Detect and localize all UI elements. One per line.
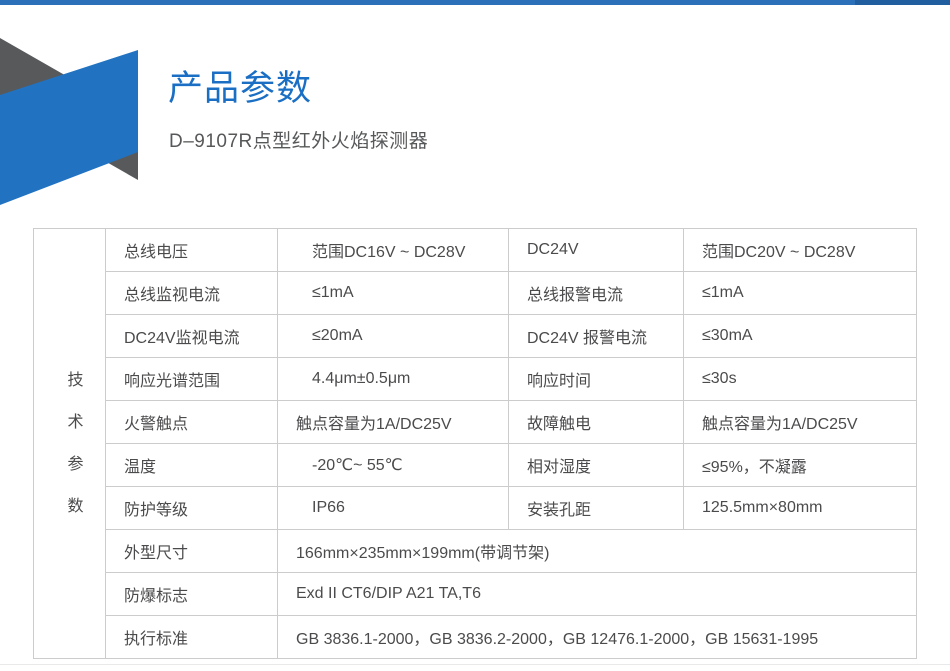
bottom-divider	[0, 664, 950, 665]
param-value: 触点容量为1A/DC25V	[277, 400, 509, 444]
param-value: Exd II CT6/DIP A21 TA,T6	[277, 572, 917, 616]
param-value: 范围DC16V ~ DC28V	[277, 228, 509, 272]
page-title: 产品参数	[168, 69, 313, 108]
param-value: ≤1mA	[277, 271, 509, 315]
param-label: 总线监视电流	[105, 271, 278, 315]
param-value: 范围DC20V ~ DC28V	[683, 228, 917, 272]
blue-ribbon-shape	[0, 50, 138, 205]
param-label: 响应光谱范围	[105, 357, 278, 401]
decor-ribbon	[0, 38, 138, 205]
param-label: 执行标准	[105, 615, 278, 659]
param-value: ≤95%，不凝露	[683, 443, 917, 487]
table-row: 执行标准 GB 3836.1-2000，GB 3836.2-2000，GB 12…	[34, 615, 917, 659]
param-label: 外型尺寸	[105, 529, 278, 573]
param-label: 安装孔距	[508, 486, 684, 530]
spec-table: 技 术 参 数 总线电压 范围DC16V ~ DC28V DC24V 范围DC2…	[33, 228, 917, 659]
param-label: 火警触点	[105, 400, 278, 444]
param-value: 166mm×235mm×199mm(带调节架)	[277, 529, 917, 573]
param-label: 相对湿度	[508, 443, 684, 487]
side-header-char: 参	[67, 455, 84, 473]
table-row: 防爆标志 Exd II CT6/DIP A21 TA,T6	[34, 572, 917, 616]
param-value: ≤30mA	[683, 314, 917, 358]
param-value: -20℃~ 55℃	[277, 443, 509, 487]
side-header-char: 术	[67, 413, 84, 431]
product-subtitle: D–9107R点型红外火焰探测器	[169, 131, 429, 152]
param-label: DC24V	[508, 228, 684, 272]
param-value: GB 3836.1-2000，GB 3836.2-2000，GB 12476.1…	[277, 615, 917, 659]
table-row: 温度 -20℃~ 55℃ 相对湿度 ≤95%，不凝露	[34, 443, 917, 487]
side-header: 技 术 参 数	[33, 228, 106, 659]
table-row: 总线监视电流 ≤1mA 总线报警电流 ≤1mA	[34, 271, 917, 315]
param-label: DC24V监视电流	[105, 314, 278, 358]
table-row: 响应光谱范围 4.4μm±0.5μm 响应时间 ≤30s	[34, 357, 917, 401]
param-label: 故障触电	[508, 400, 684, 444]
side-header-char: 技	[67, 371, 84, 389]
param-value: 125.5mm×80mm	[683, 486, 917, 530]
param-value: IP66	[277, 486, 509, 530]
top-accent-bar	[0, 0, 950, 5]
param-value: 触点容量为1A/DC25V	[683, 400, 917, 444]
param-value: ≤20mA	[277, 314, 509, 358]
param-label: 总线报警电流	[508, 271, 684, 315]
param-value: ≤1mA	[683, 271, 917, 315]
table-row: DC24V监视电流 ≤20mA DC24V 报警电流 ≤30mA	[34, 314, 917, 358]
param-label: 防爆标志	[105, 572, 278, 616]
param-label: 响应时间	[508, 357, 684, 401]
side-header-char: 数	[67, 497, 84, 515]
table-row: 外型尺寸 166mm×235mm×199mm(带调节架)	[34, 529, 917, 573]
table-row: 技 术 参 数 总线电压 范围DC16V ~ DC28V DC24V 范围DC2…	[33, 228, 917, 659]
param-label: DC24V 报警电流	[508, 314, 684, 358]
param-label: 防护等级	[105, 486, 278, 530]
param-label: 总线电压	[105, 228, 278, 272]
param-value: ≤30s	[683, 357, 917, 401]
table-row: 火警触点 触点容量为1A/DC25V 故障触电 触点容量为1A/DC25V	[34, 400, 917, 444]
table-row: 防护等级 IP66 安装孔距 125.5mm×80mm	[34, 486, 917, 530]
param-value: 4.4μm±0.5μm	[277, 357, 509, 401]
top-accent-bar-dark-segment	[855, 0, 950, 5]
param-label: 温度	[105, 443, 278, 487]
